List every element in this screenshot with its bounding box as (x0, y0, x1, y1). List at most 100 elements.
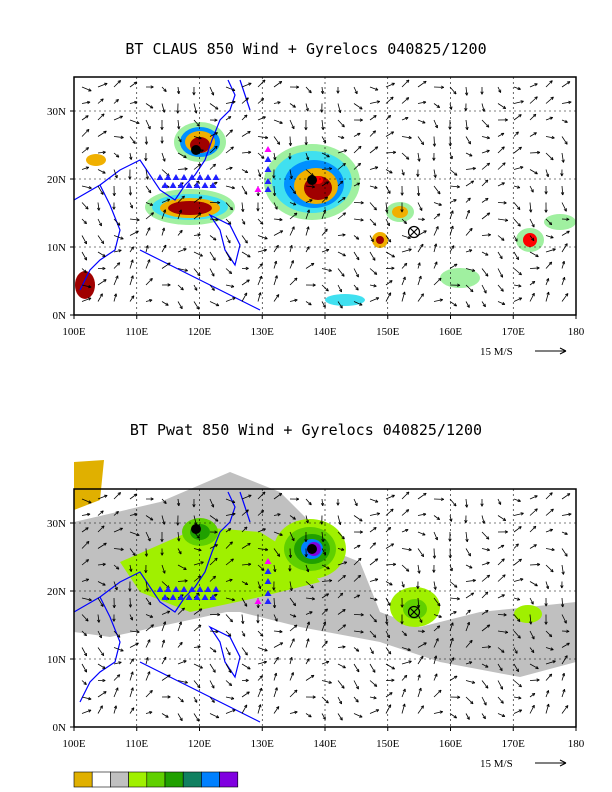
top-wind-vector (145, 136, 147, 145)
top-wind-vector-head (326, 181, 330, 185)
bottom-wind-vector-head (341, 686, 345, 689)
bottom-wind-vector (417, 674, 421, 681)
top-wind-vector-head (336, 90, 339, 94)
top-wind-vector (97, 169, 106, 174)
top-wind-vector (209, 132, 218, 137)
top-wind-vector (353, 218, 364, 221)
bottom-wind-vector-head (338, 522, 341, 525)
top-wind-vector-head (88, 286, 92, 289)
top-wind-vector (113, 235, 124, 240)
top-lon-label: 140E (313, 326, 337, 338)
bottom-wind-vector (257, 491, 266, 500)
bottom-wind-vector (289, 638, 295, 648)
bottom-wind-vector-head (486, 610, 489, 614)
top-wind-vector (241, 169, 248, 173)
top-wind-vector-head (498, 90, 501, 93)
bottom-gyre-triangle-marker (264, 598, 272, 604)
bottom-wind-vector-head (86, 578, 90, 582)
bottom-wind-vector (257, 704, 261, 714)
bottom-lon-label: 100E (62, 738, 86, 750)
top-wind-vector-head (83, 241, 87, 245)
bottom-wind-vector (273, 706, 280, 714)
bottom-wind-vector (193, 713, 200, 722)
bottom-wind-vector-head (501, 651, 505, 653)
bottom-lon-label: 120E (188, 738, 212, 750)
bottom-wind-vector (417, 597, 420, 608)
bottom-wind-vector (449, 657, 455, 665)
top-wind-vector-head (454, 199, 457, 203)
top-wind-vector (97, 293, 103, 302)
top-wind-vector (497, 284, 504, 292)
top-wind-vector-head (322, 305, 326, 308)
top-wind-vector (305, 86, 312, 94)
bottom-wind-vector-head (502, 558, 505, 562)
top-wind-vector (449, 152, 453, 160)
top-wind-vector-head (448, 143, 451, 147)
top-wind-vector (129, 230, 139, 236)
bottom-wind-vector (401, 675, 408, 681)
bottom-wind-vector (177, 621, 182, 632)
bottom-wind-vector (449, 498, 457, 507)
top-wind-vector (241, 251, 251, 258)
top-wind-vector (321, 86, 324, 94)
top-wind-vector (321, 196, 328, 203)
bottom-wind-vector (145, 711, 153, 714)
bottom-wind-vector (129, 707, 135, 714)
bottom-wind-vector (417, 492, 427, 500)
top-wind-vector (529, 235, 535, 241)
bottom-wind-vector (209, 575, 216, 582)
top-wind-vector (529, 96, 538, 104)
bottom-wind-vector-head (83, 670, 87, 673)
top-wind-vector (145, 278, 153, 286)
bottom-wind-vector-head (514, 651, 518, 654)
top-wind-vector (193, 119, 200, 127)
top-wind-vector-head (535, 83, 538, 87)
bottom-wind-vector (97, 663, 106, 669)
top-wind-vector-head (304, 142, 307, 146)
top-wind-vector (561, 185, 564, 196)
bottom-wind-vector-head (421, 631, 425, 633)
top-wind-vector-head (385, 209, 388, 213)
top-wind-vector-head (529, 209, 532, 213)
top-wind-vector-head (217, 202, 221, 205)
top-wind-vector-head (390, 280, 393, 284)
bottom-wind-vector (417, 705, 424, 714)
bottom-wind-vector-head (264, 549, 269, 552)
bottom-wind-vector (81, 614, 89, 622)
top-wind-vector (385, 115, 391, 121)
top-wind-vector (225, 185, 235, 189)
top-wind-vector (385, 96, 394, 104)
bottom-wind-vector-head (471, 640, 473, 644)
bottom-wind-vector-head (530, 602, 534, 605)
top-wind-vector (545, 96, 554, 104)
top-wind-vector-head (100, 192, 104, 195)
top-wind-vector-head (471, 270, 475, 272)
top-wind-vector-head (439, 277, 442, 282)
top-wind-vector (513, 284, 522, 287)
bottom-wind-vector (273, 513, 281, 516)
bottom-wind-vector (129, 597, 131, 608)
top-wind-vector (337, 268, 345, 277)
bottom-wind-vector (257, 687, 262, 698)
top-wind-vector (273, 119, 283, 124)
bottom-colorbar-swatch (182, 771, 202, 788)
top-wind-vector (113, 275, 119, 286)
top-wind-vector (449, 199, 457, 203)
bottom-wind-vector (273, 642, 283, 648)
bottom-wind-vector (497, 544, 505, 549)
bottom-wind-vector-head (184, 580, 188, 583)
bottom-wind-vector (529, 525, 537, 533)
top-wind-vector-head (308, 91, 312, 94)
bottom-wind-vector (513, 663, 519, 672)
bottom-vector-reference-arrowhead (559, 759, 567, 767)
top-wind-vector (353, 132, 361, 137)
bottom-wind-vector-head (498, 502, 501, 505)
bottom-wind-vector (369, 647, 374, 654)
bottom-lon-label: 170E (502, 738, 526, 750)
bottom-wind-vector (241, 691, 250, 698)
top-wind-vector (273, 218, 283, 221)
top-wind-vector (97, 185, 104, 195)
top-wind-vector (481, 234, 491, 236)
bottom-wind-vector (145, 657, 149, 665)
top-wind-vector (81, 284, 92, 288)
